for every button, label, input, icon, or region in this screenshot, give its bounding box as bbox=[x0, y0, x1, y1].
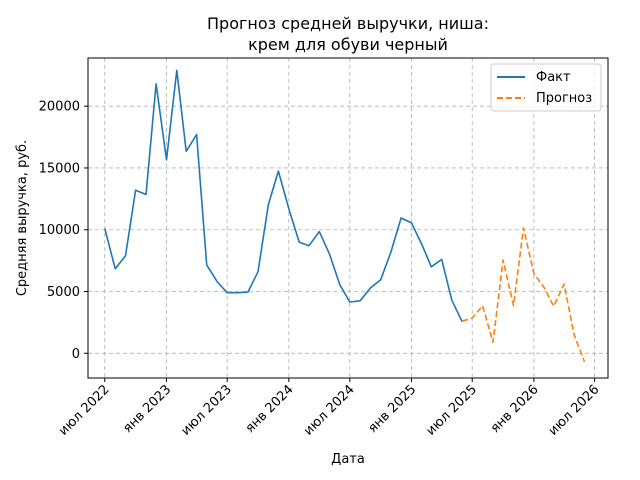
y-axis: 0 5000 10000 15000 20000 bbox=[39, 100, 88, 362]
legend-label-forecast: Прогноз bbox=[536, 91, 592, 106]
y-tick-label: 5000 bbox=[47, 285, 80, 300]
series-line-fact bbox=[104, 69, 463, 323]
y-tick-label: 20000 bbox=[39, 100, 80, 115]
series-line-forecast bbox=[461, 227, 586, 363]
grid-layer bbox=[88, 58, 608, 378]
y-tick-label: 10000 bbox=[39, 223, 80, 238]
chart-title-line-1: Прогноз средней выручки, ниша: bbox=[207, 14, 489, 33]
legend: Факт Прогноз bbox=[490, 63, 602, 112]
chart-title-line-2: крем для обуви черный bbox=[248, 35, 448, 54]
series-layer bbox=[104, 69, 586, 363]
x-axis-label: Дата bbox=[331, 452, 365, 467]
y-axis-label: Средняя выручка, руб. bbox=[15, 140, 30, 296]
plot-frame bbox=[87, 57, 609, 379]
y-tick-label: 15000 bbox=[39, 161, 80, 176]
legend-label-fact: Факт bbox=[536, 70, 571, 85]
legend-box bbox=[490, 63, 602, 112]
y-tick-label: 0 bbox=[72, 347, 80, 362]
